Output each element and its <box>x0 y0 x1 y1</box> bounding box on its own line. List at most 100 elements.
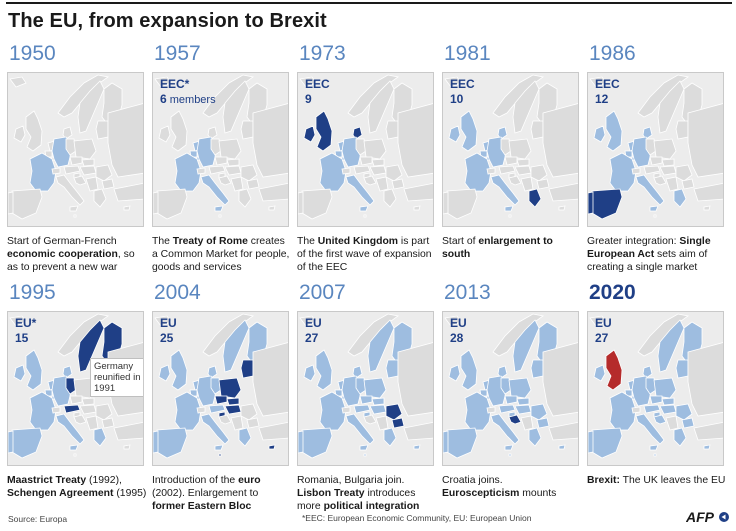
country-balk <box>375 415 389 431</box>
organisation-label: EU <box>450 316 467 330</box>
member-count-tag: EEC 9 <box>305 77 330 107</box>
country-bg <box>536 178 550 190</box>
country-sk <box>516 397 530 406</box>
country-dk <box>207 365 218 379</box>
country-ch <box>486 167 496 175</box>
caption-text: , so as to prevent a new war <box>7 249 135 273</box>
country-sic <box>649 205 659 212</box>
caption-highlight: Treaty of Rome <box>172 236 248 247</box>
country-hu <box>79 404 97 415</box>
caption-text: (1995) <box>113 488 147 499</box>
country-hu <box>514 404 532 415</box>
country-es <box>156 427 188 459</box>
country-pt <box>153 191 159 215</box>
country-gr <box>93 427 107 447</box>
panel-caption: Romania, Bulgaria join. Lisbon Treaty in… <box>297 474 437 513</box>
country-ch <box>51 406 61 414</box>
organisation-label: EEC <box>305 77 330 91</box>
country-east <box>687 103 723 178</box>
germany-reunification-note: Germany reunified in 1991 <box>90 358 143 397</box>
country-dd <box>645 377 657 395</box>
member-count: 15 <box>15 331 29 345</box>
country-cz <box>359 395 373 405</box>
country-ice <box>299 76 317 88</box>
country-ch <box>631 167 641 175</box>
member-count: 28 <box>450 331 464 345</box>
caption-text: The <box>152 236 173 247</box>
country-fr <box>464 152 492 192</box>
europe-map: EU 25 <box>152 311 289 466</box>
caption-highlight: economic cooperation <box>7 249 118 260</box>
country-at <box>63 404 81 414</box>
country-hu <box>514 165 532 176</box>
country-sic <box>504 205 514 212</box>
country-ro <box>675 164 693 182</box>
member-count: 27 <box>595 331 609 345</box>
country-at <box>353 404 371 414</box>
member-count: 6 <box>160 92 167 106</box>
country-ie <box>593 125 606 143</box>
country-east <box>542 103 578 178</box>
country-sic <box>69 444 79 451</box>
country-ice <box>444 315 462 327</box>
source-note: Source: Europa <box>8 514 68 524</box>
country-pl <box>363 138 387 160</box>
country-ice <box>444 76 462 88</box>
member-count-tag: EEC* 6 members <box>160 77 216 108</box>
country-pt <box>443 191 449 215</box>
panel-caption: Introduction of the euro (2002). Enlarge… <box>152 474 292 513</box>
country-cy <box>268 205 276 211</box>
country-ch <box>196 167 206 175</box>
caption-text: Greater integration: <box>587 236 680 247</box>
country-pt <box>153 430 159 454</box>
country-cy <box>413 205 421 211</box>
country-ice <box>299 315 317 327</box>
country-it <box>200 174 230 206</box>
country-dd <box>210 377 222 395</box>
country-ro <box>95 164 113 182</box>
member-count-suffix: members <box>166 94 216 106</box>
panel-year: 2007 <box>299 281 346 304</box>
country-ro <box>95 403 113 421</box>
country-hr <box>653 175 667 186</box>
organisation-label: EU <box>305 316 322 330</box>
country-balk <box>230 176 244 192</box>
country-balt <box>385 359 399 379</box>
country-pl <box>653 138 677 160</box>
country-hr <box>73 175 87 186</box>
caption-text: Start of <box>442 236 479 247</box>
country-cy <box>558 205 566 211</box>
country-east <box>107 103 143 178</box>
country-ie <box>448 364 461 382</box>
country-at <box>208 404 226 414</box>
country-es <box>446 427 478 459</box>
country-sk <box>371 397 385 406</box>
country-uk <box>315 349 333 391</box>
caption-highlight: euro <box>238 475 261 486</box>
country-sk <box>226 397 240 406</box>
country-tr <box>113 182 143 202</box>
country-balk <box>520 415 534 431</box>
country-se <box>512 319 540 373</box>
country-dk <box>62 126 73 140</box>
country-sk <box>661 158 675 167</box>
country-bg <box>101 417 115 429</box>
country-es <box>11 427 43 459</box>
country-pt <box>298 430 304 454</box>
country-ro <box>240 403 258 421</box>
country-ice <box>154 76 172 88</box>
europe-map: EU* 15 Germany reunified in 1991 <box>7 311 144 466</box>
country-ch <box>51 167 61 175</box>
member-count-tag: EEC 12 <box>595 77 620 107</box>
country-fr <box>609 391 637 431</box>
panel-caption: Start of enlargement to south <box>442 235 582 261</box>
country-east <box>542 342 578 417</box>
country-it <box>55 413 85 445</box>
country-balk <box>665 176 679 192</box>
country-ice <box>589 76 607 88</box>
country-sic <box>214 205 224 212</box>
caption-highlight: Schengen Agreement <box>7 488 114 499</box>
country-se <box>77 319 105 373</box>
country-mt <box>73 214 77 218</box>
top-rule <box>6 2 732 4</box>
